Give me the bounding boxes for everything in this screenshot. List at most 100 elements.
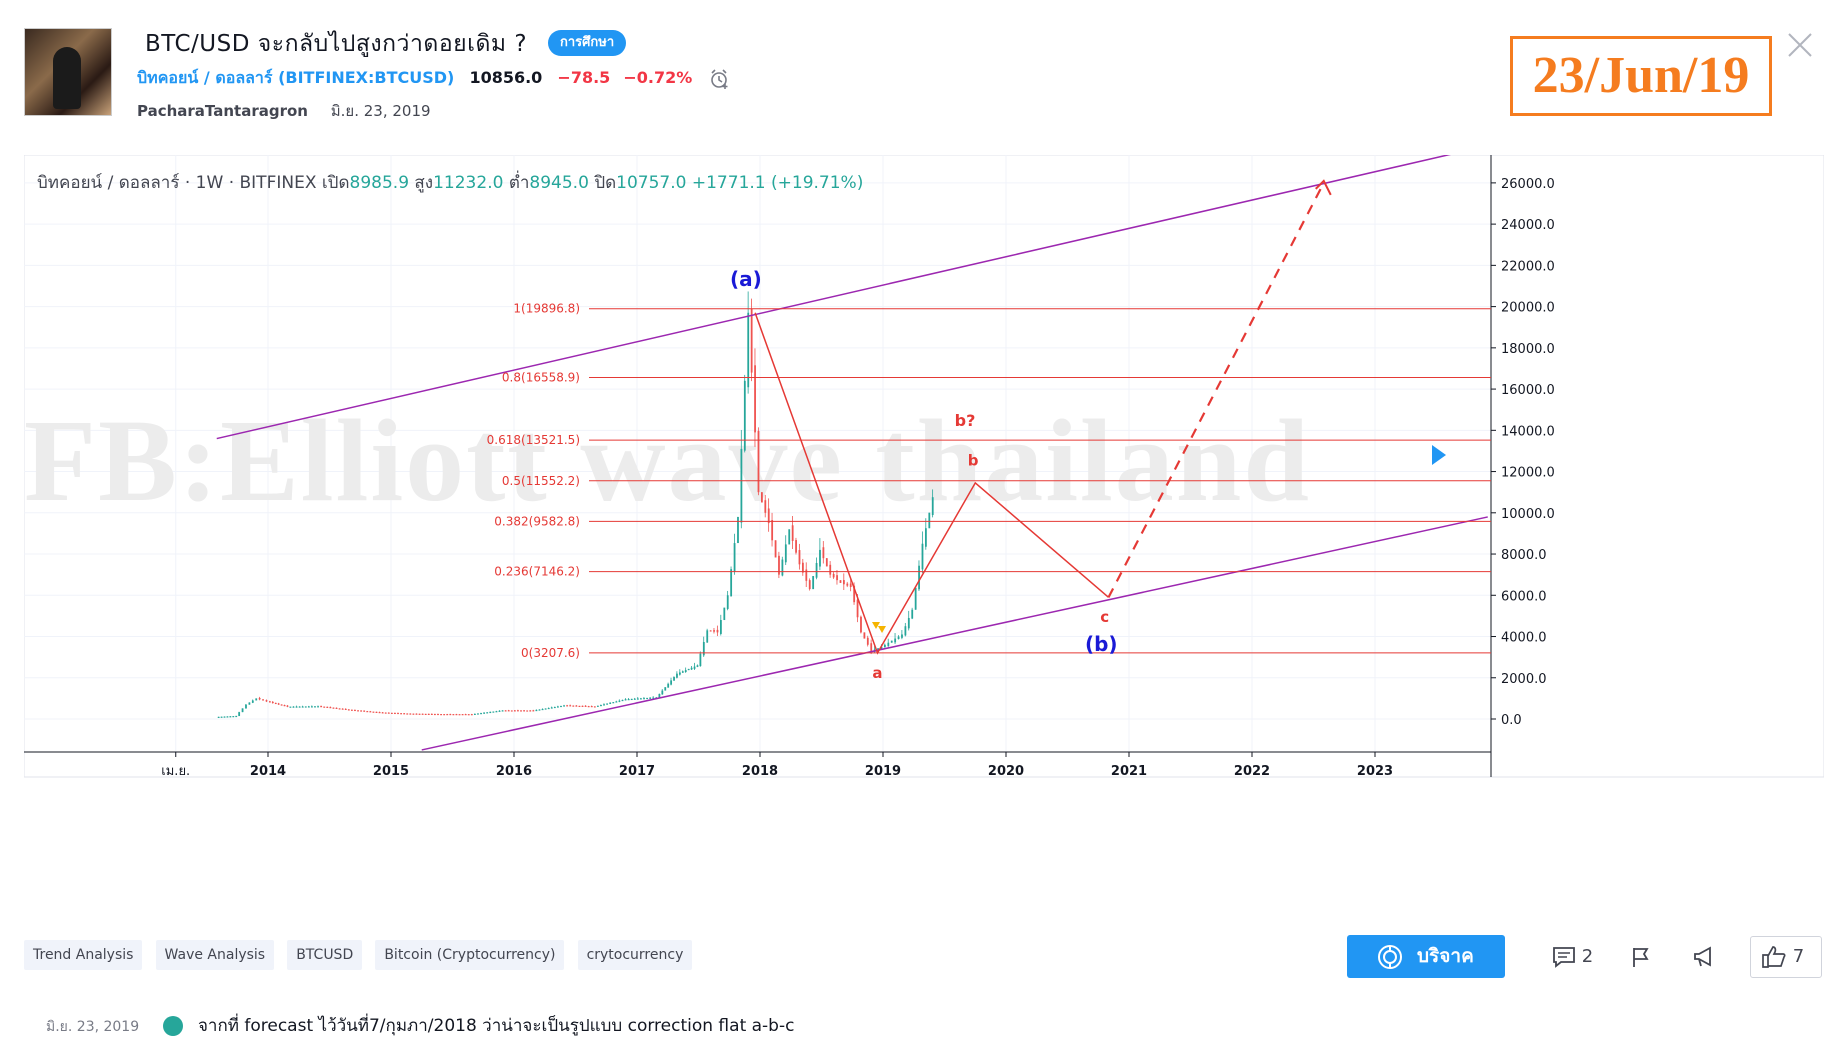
candle-body <box>890 640 893 643</box>
candle-body <box>866 637 869 645</box>
channel-lower-line <box>421 516 1488 751</box>
candle-body <box>832 573 835 578</box>
tag[interactable]: Trend Analysis <box>24 940 143 970</box>
candle-body <box>344 708 347 711</box>
candle-body <box>251 700 254 703</box>
close-icon[interactable] <box>1785 30 1815 60</box>
candle-body <box>563 705 565 707</box>
like-button[interactable]: 7 <box>1750 936 1822 978</box>
candle-body <box>449 713 452 716</box>
x-tick-label: 2022 <box>1234 764 1270 779</box>
tag[interactable]: crytocurrency <box>577 940 693 970</box>
candle-body <box>535 709 538 712</box>
candle-body <box>699 653 702 667</box>
fib-level-label: 0.236(7146.2) <box>494 565 580 579</box>
candle-body <box>480 713 482 715</box>
wave-label: b? <box>955 411 976 430</box>
candle-body <box>443 714 446 716</box>
candle-body <box>798 550 801 565</box>
chart[interactable]: FB:Elliott wave thailand28000.026000.024… <box>24 155 1824 915</box>
price-change: −78.5 <box>557 68 611 87</box>
candle-body <box>415 713 418 715</box>
candle-body <box>507 710 510 712</box>
change-value: +1771.1 (+19.71%) <box>691 173 864 193</box>
author-avatar[interactable] <box>24 28 112 116</box>
candle-body <box>764 500 767 513</box>
candle-body <box>384 712 387 714</box>
megaphone-icon <box>1694 946 1711 967</box>
idea-header: BTC/USD จะกลับไปสูงกว่าดอยเดิม ? การศึกษ… <box>0 0 1835 130</box>
candle-body <box>778 555 780 575</box>
candle-body <box>740 448 743 523</box>
candle-body <box>557 706 559 708</box>
candle-body <box>856 599 859 618</box>
chart-canvas[interactable]: FB:Elliott wave thailand28000.026000.024… <box>24 155 1824 915</box>
fib-level-label: 0.382(9582.8) <box>494 514 580 528</box>
candle-body <box>743 380 746 451</box>
candle-body <box>670 680 673 685</box>
candle-body <box>351 709 353 711</box>
candle-body <box>649 697 652 699</box>
play-arrow-icon[interactable] <box>1432 445 1446 465</box>
candle-body <box>612 702 615 704</box>
low-value: 8945.0 <box>529 173 589 193</box>
author-name[interactable]: PacharaTantaragron <box>137 102 308 120</box>
candle-body <box>843 580 845 585</box>
candle-body <box>921 543 924 570</box>
candle-body <box>311 706 313 708</box>
update-text: จากที่ forecast ไว้วันที่7/กุมภา/2018 ว่… <box>197 1016 795 1036</box>
candle-body <box>747 312 750 388</box>
candle-body <box>887 642 890 646</box>
x-tick-label: 2021 <box>1111 764 1147 779</box>
y-tick-label: 2000.0 <box>1501 672 1547 687</box>
fib-level-label: 0(3207.6) <box>521 646 580 660</box>
candle-body <box>286 705 289 707</box>
candle-body <box>255 698 258 701</box>
y-tick-label: 6000.0 <box>1501 589 1547 604</box>
report-button[interactable] <box>1630 940 1652 974</box>
tag[interactable]: Wave Analysis <box>155 940 275 970</box>
symbol-link[interactable]: บิทคอยน์ / ดอลลาร์ (BITFINEX:BTCUSD) <box>137 68 455 87</box>
candle-body <box>825 558 828 567</box>
candle-body <box>307 706 310 708</box>
donate-button[interactable]: บริจาค <box>1347 935 1505 978</box>
publish-date: มิ.ย. 23, 2019 <box>330 102 431 120</box>
candle-body <box>403 713 406 715</box>
thumbs-up-icon <box>1762 946 1786 968</box>
last-price: 10856.0 <box>469 68 543 87</box>
share-button[interactable] <box>1692 940 1716 974</box>
candle-body <box>572 705 575 707</box>
candle-body <box>737 516 739 544</box>
candle-body <box>486 712 489 714</box>
candle-body <box>406 713 409 715</box>
add-alert-icon[interactable] <box>709 68 731 90</box>
candle-body <box>690 667 693 670</box>
projection-arrow-head <box>1315 179 1332 196</box>
y-tick-label: 16000.0 <box>1501 383 1555 398</box>
candle-body <box>280 704 283 706</box>
tag[interactable]: BTCUSD <box>287 940 363 970</box>
candle-body <box>646 697 648 700</box>
candle-body <box>248 702 251 705</box>
comments-button[interactable]: 2 <box>1552 940 1593 974</box>
candle-body <box>716 629 719 633</box>
candle-body <box>911 609 914 619</box>
candle-body <box>904 626 907 636</box>
candle-body <box>301 706 304 708</box>
candle-body <box>767 508 770 524</box>
y-tick-label: 10000.0 <box>1501 507 1555 522</box>
symbol-row: บิทคอยน์ / ดอลลาร์ (BITFINEX:BTCUSD) 108… <box>137 66 731 91</box>
x-tick-label: 2015 <box>373 764 409 779</box>
candle-body <box>928 512 931 529</box>
candle-body <box>618 700 621 702</box>
candle-body <box>477 713 479 715</box>
y-tick-label: 22000.0 <box>1501 259 1555 274</box>
tag[interactable]: Bitcoin (Cryptocurrency) <box>375 940 565 970</box>
candle-body <box>819 549 821 567</box>
candle-body <box>532 710 535 712</box>
signal-marker <box>878 626 886 633</box>
candle-body <box>390 712 393 714</box>
category-badge[interactable]: การศึกษา <box>548 30 627 56</box>
channel-upper-line <box>216 155 1451 440</box>
candle-body <box>640 698 642 700</box>
